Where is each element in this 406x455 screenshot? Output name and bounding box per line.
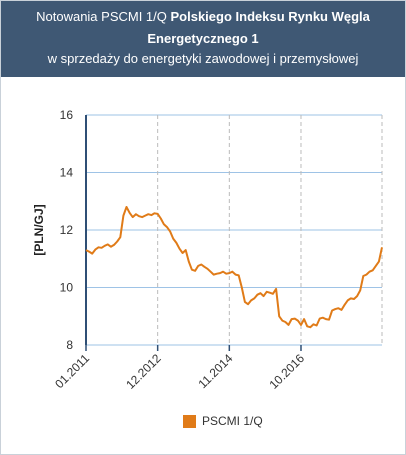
x-tick-label: 01.2011 — [52, 351, 92, 391]
x-tick-label: 11.2014 — [195, 351, 235, 391]
chart-legend[interactable]: PSCMI 1/Q — [183, 413, 263, 429]
chart-subtitle: w sprzedaży do energetyki zawodowej i pr… — [47, 51, 359, 66]
x-tick-label: 10.2016 — [267, 351, 308, 392]
chart-header: Notowania PSCMI 1/Q Polskiego Indeksu Ry… — [1, 1, 405, 77]
y-axis-label: [PLN/GJ] — [32, 204, 46, 255]
x-tick-label: 12.2012 — [123, 351, 164, 392]
line-chart: 8 10 12 14 16 01.2011 12.2012 11.2014 10.2016 [PL… — [32, 108, 383, 392]
series-line-pscmi — [85, 206, 383, 329]
legend-label: PSCMI 1/Q — [202, 414, 263, 428]
chart-title-bold-2: Energetycznego 1 — [147, 31, 259, 46]
chart-title-line-1: Notowania PSCMI 1/Q Polskiego Indeksu Ry… — [1, 9, 405, 25]
chart-title-bold-1: Polskiego Indeksu Rynku Węgla — [170, 9, 370, 24]
y-tick-label: 12 — [60, 223, 74, 237]
chart-title-prefix: Notowania PSCMI 1/Q — [36, 9, 171, 24]
y-tick-label: 8 — [66, 338, 73, 352]
y-tick-label: 16 — [60, 108, 74, 122]
y-tick-label: 10 — [60, 281, 74, 295]
y-tick-label: 14 — [60, 166, 74, 180]
legend-swatch — [183, 414, 196, 428]
